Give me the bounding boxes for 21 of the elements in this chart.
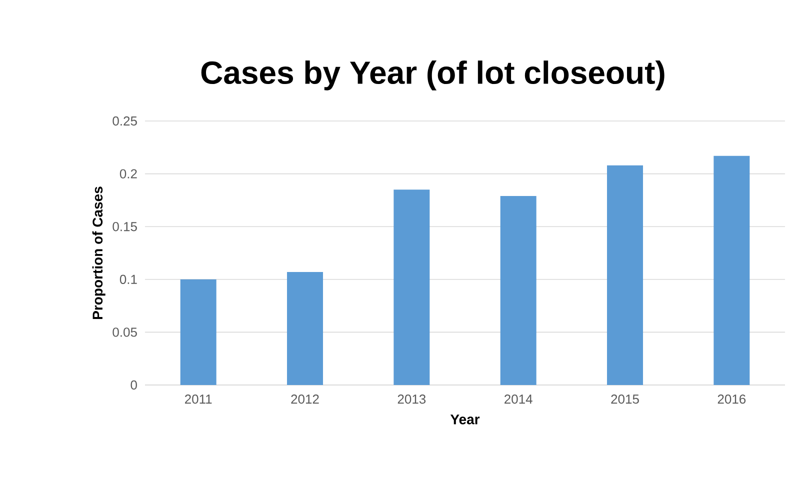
y-tick-label: 0.25	[112, 116, 137, 126]
x-tick-label: 2013	[398, 394, 426, 404]
y-tick-label: 0.05	[112, 328, 137, 337]
x-tick-label: 2016	[718, 394, 746, 404]
x-tick-label: 2014	[504, 394, 532, 404]
bar	[287, 272, 324, 385]
y-tick-label: 0	[130, 380, 137, 390]
y-tick-label: 0.1	[120, 274, 137, 284]
bar	[500, 196, 536, 385]
bar	[180, 279, 216, 385]
x-axis-title: Year	[450, 414, 480, 424]
chart-title: Cases by Year (of lot closeout)	[201, 60, 664, 90]
y-tick-label: 0.15	[112, 222, 137, 232]
x-tick-label: 2011	[185, 394, 212, 404]
y-axis-title: Proportion of Cases	[92, 186, 106, 319]
y-tick-label: 0.2	[120, 169, 137, 178]
bar	[394, 190, 430, 385]
bar	[714, 156, 750, 385]
x-tick-label: 2012	[291, 394, 319, 404]
x-tick-label: 2015	[611, 394, 639, 404]
bar	[607, 165, 644, 385]
